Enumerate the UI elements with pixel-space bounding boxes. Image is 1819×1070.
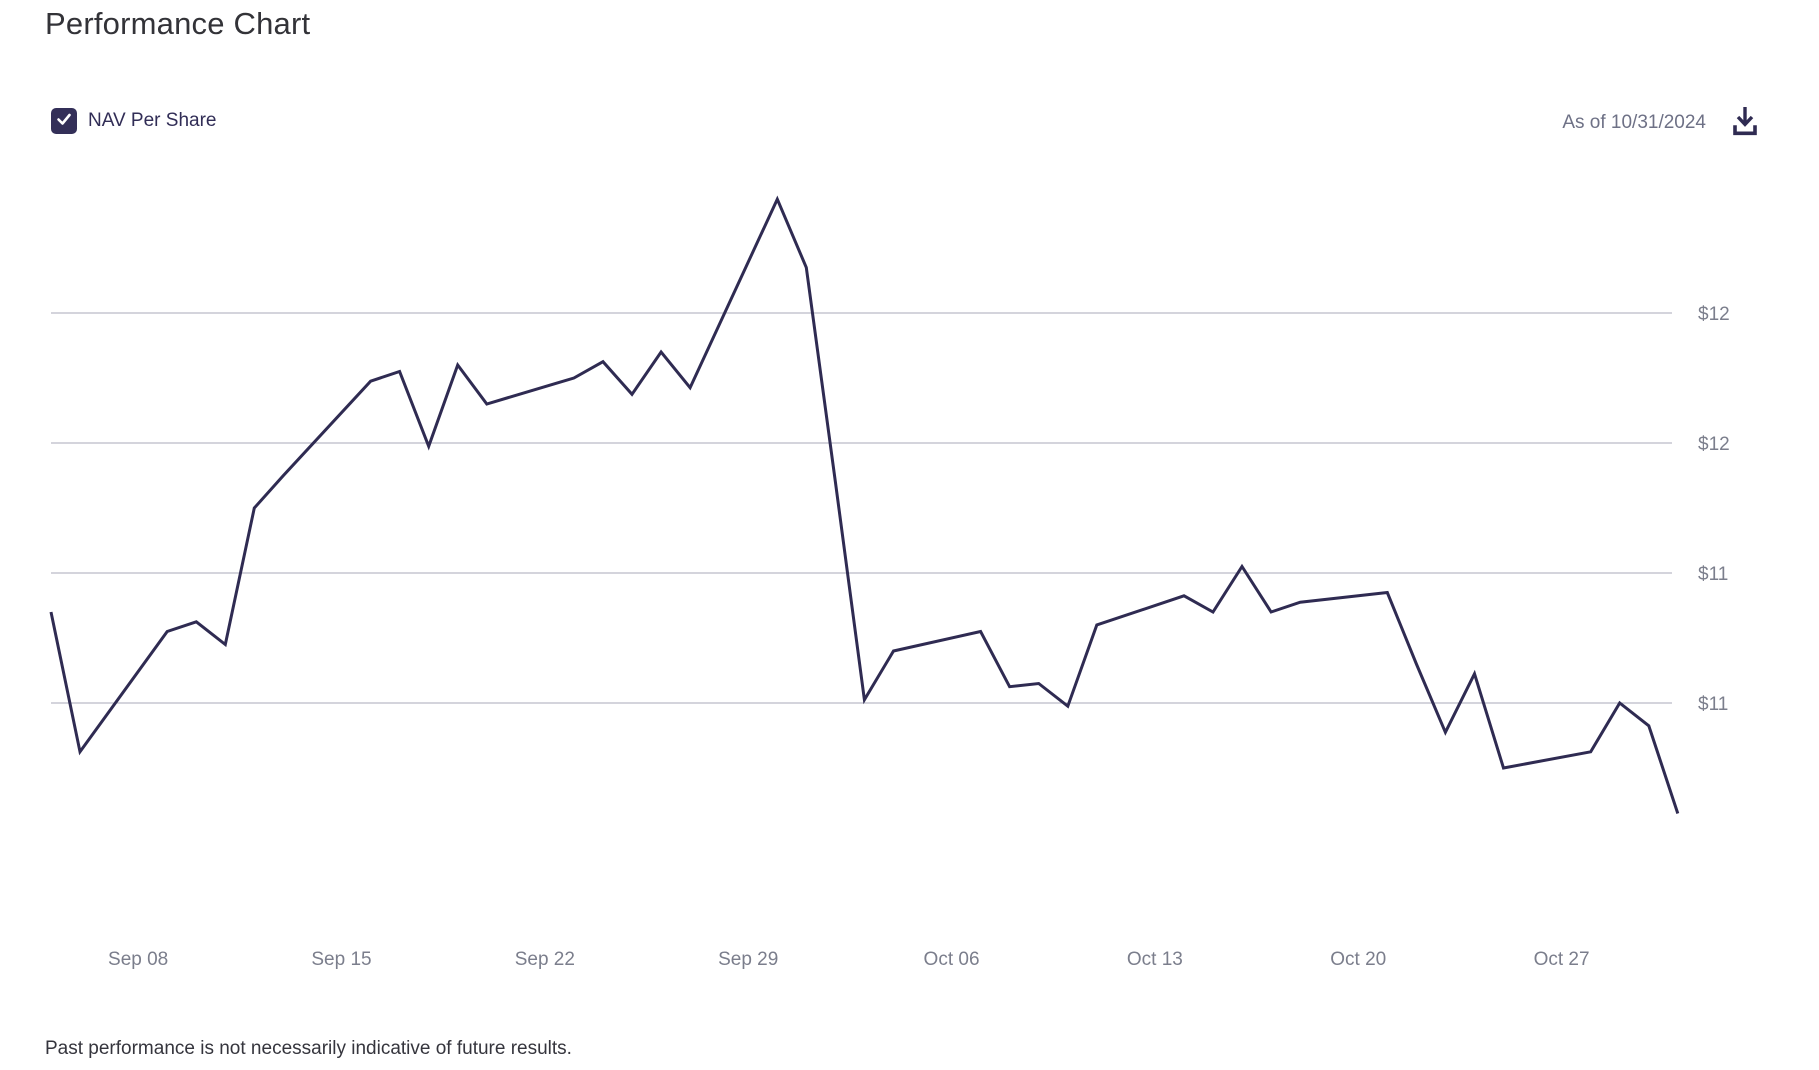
x-axis-label: Sep 15	[311, 949, 371, 970]
nav-per-share-label: NAV Per Share	[88, 110, 217, 131]
x-axis-label: Oct 20	[1330, 949, 1386, 970]
x-axis-label: Oct 06	[924, 949, 980, 970]
as-of-date-text: As of 10/31/2024	[1562, 112, 1706, 133]
x-axis-label: Oct 27	[1534, 949, 1590, 970]
download-button[interactable]	[1730, 104, 1760, 142]
y-axis-label: $11	[1698, 694, 1728, 715]
x-axis-label: Sep 22	[515, 949, 575, 970]
x-axis-label: Oct 13	[1127, 949, 1183, 970]
download-icon	[1730, 102, 1760, 145]
x-axis-label: Sep 29	[718, 949, 778, 970]
y-axis-label: $11	[1698, 564, 1728, 585]
y-axis-label: $12	[1698, 434, 1730, 455]
y-axis-label: $12	[1698, 304, 1730, 325]
nav-per-share-checkbox[interactable]	[51, 108, 77, 134]
disclaimer-text: Past performance is not necessarily indi…	[45, 1038, 572, 1059]
y-axis-labels: $12 $12 $11 $11	[1698, 304, 1730, 715]
x-axis-labels: Sep 08 Sep 15 Sep 22 Sep 29 Oct 06 Oct 13 Oct …	[108, 949, 1590, 970]
legend-row: NAV Per Share	[51, 108, 216, 134]
asof-row: As of 10/31/2024	[1562, 104, 1760, 142]
x-axis-label: Sep 08	[108, 949, 168, 970]
gridlines-layer	[51, 312, 1672, 704]
nav-per-share-line	[49, 195, 1680, 814]
checkmark-icon	[54, 109, 74, 134]
page-title: Performance Chart	[45, 6, 311, 41]
